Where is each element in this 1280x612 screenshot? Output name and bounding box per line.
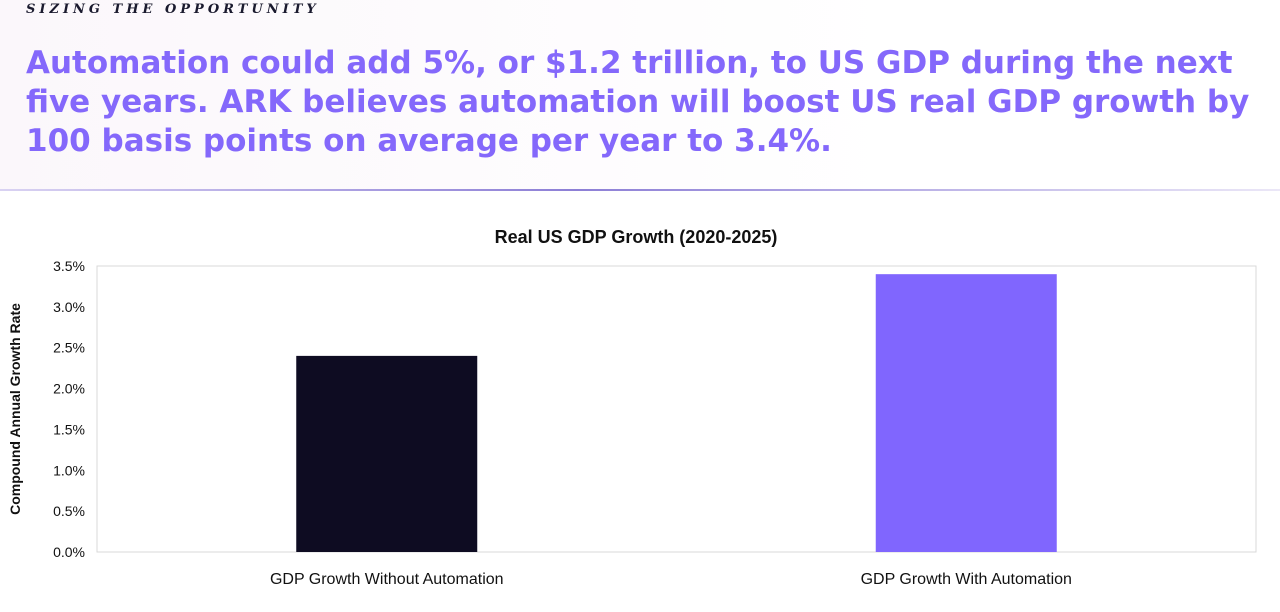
bar-with-automation xyxy=(875,274,1057,552)
header-panel xyxy=(0,0,1280,190)
x-category-label: GDP Growth Without Automation xyxy=(270,571,504,588)
chart-title: Real US GDP Growth (2020-2025) xyxy=(495,227,778,247)
headline: Automation could add 5%, or $1.2 trillio… xyxy=(26,45,1250,159)
section-kicker: SIZING THE OPPORTUNITY xyxy=(26,2,320,17)
y-tick-label: 1.0% xyxy=(53,462,85,478)
x-axis-category-labels: GDP Growth Without Automation GDP Growth … xyxy=(270,571,1072,588)
header-divider xyxy=(0,189,1280,191)
y-tick-label: 2.0% xyxy=(53,381,85,397)
y-tick-label: 2.5% xyxy=(53,340,85,356)
y-tick-label: 0.0% xyxy=(53,544,85,560)
bars xyxy=(296,274,1057,552)
y-tick-label: 3.5% xyxy=(53,258,85,274)
y-axis-ticks: 0.0% 0.5% 1.0% 1.5% 2.0% 2.5% 3.0% 3.5% xyxy=(53,258,85,560)
y-tick-label: 1.5% xyxy=(53,421,85,437)
y-tick-label: 3.0% xyxy=(53,299,85,315)
bar-without-automation xyxy=(296,355,478,552)
y-axis-label: Compound Annual Growth Rate xyxy=(7,303,23,515)
bar-chart: Real US GDP Growth (2020-2025) Compound … xyxy=(7,227,1257,588)
y-tick-label: 0.5% xyxy=(53,503,85,519)
x-category-label: GDP Growth With Automation xyxy=(861,571,1072,588)
plot-area-frame xyxy=(96,265,1257,553)
